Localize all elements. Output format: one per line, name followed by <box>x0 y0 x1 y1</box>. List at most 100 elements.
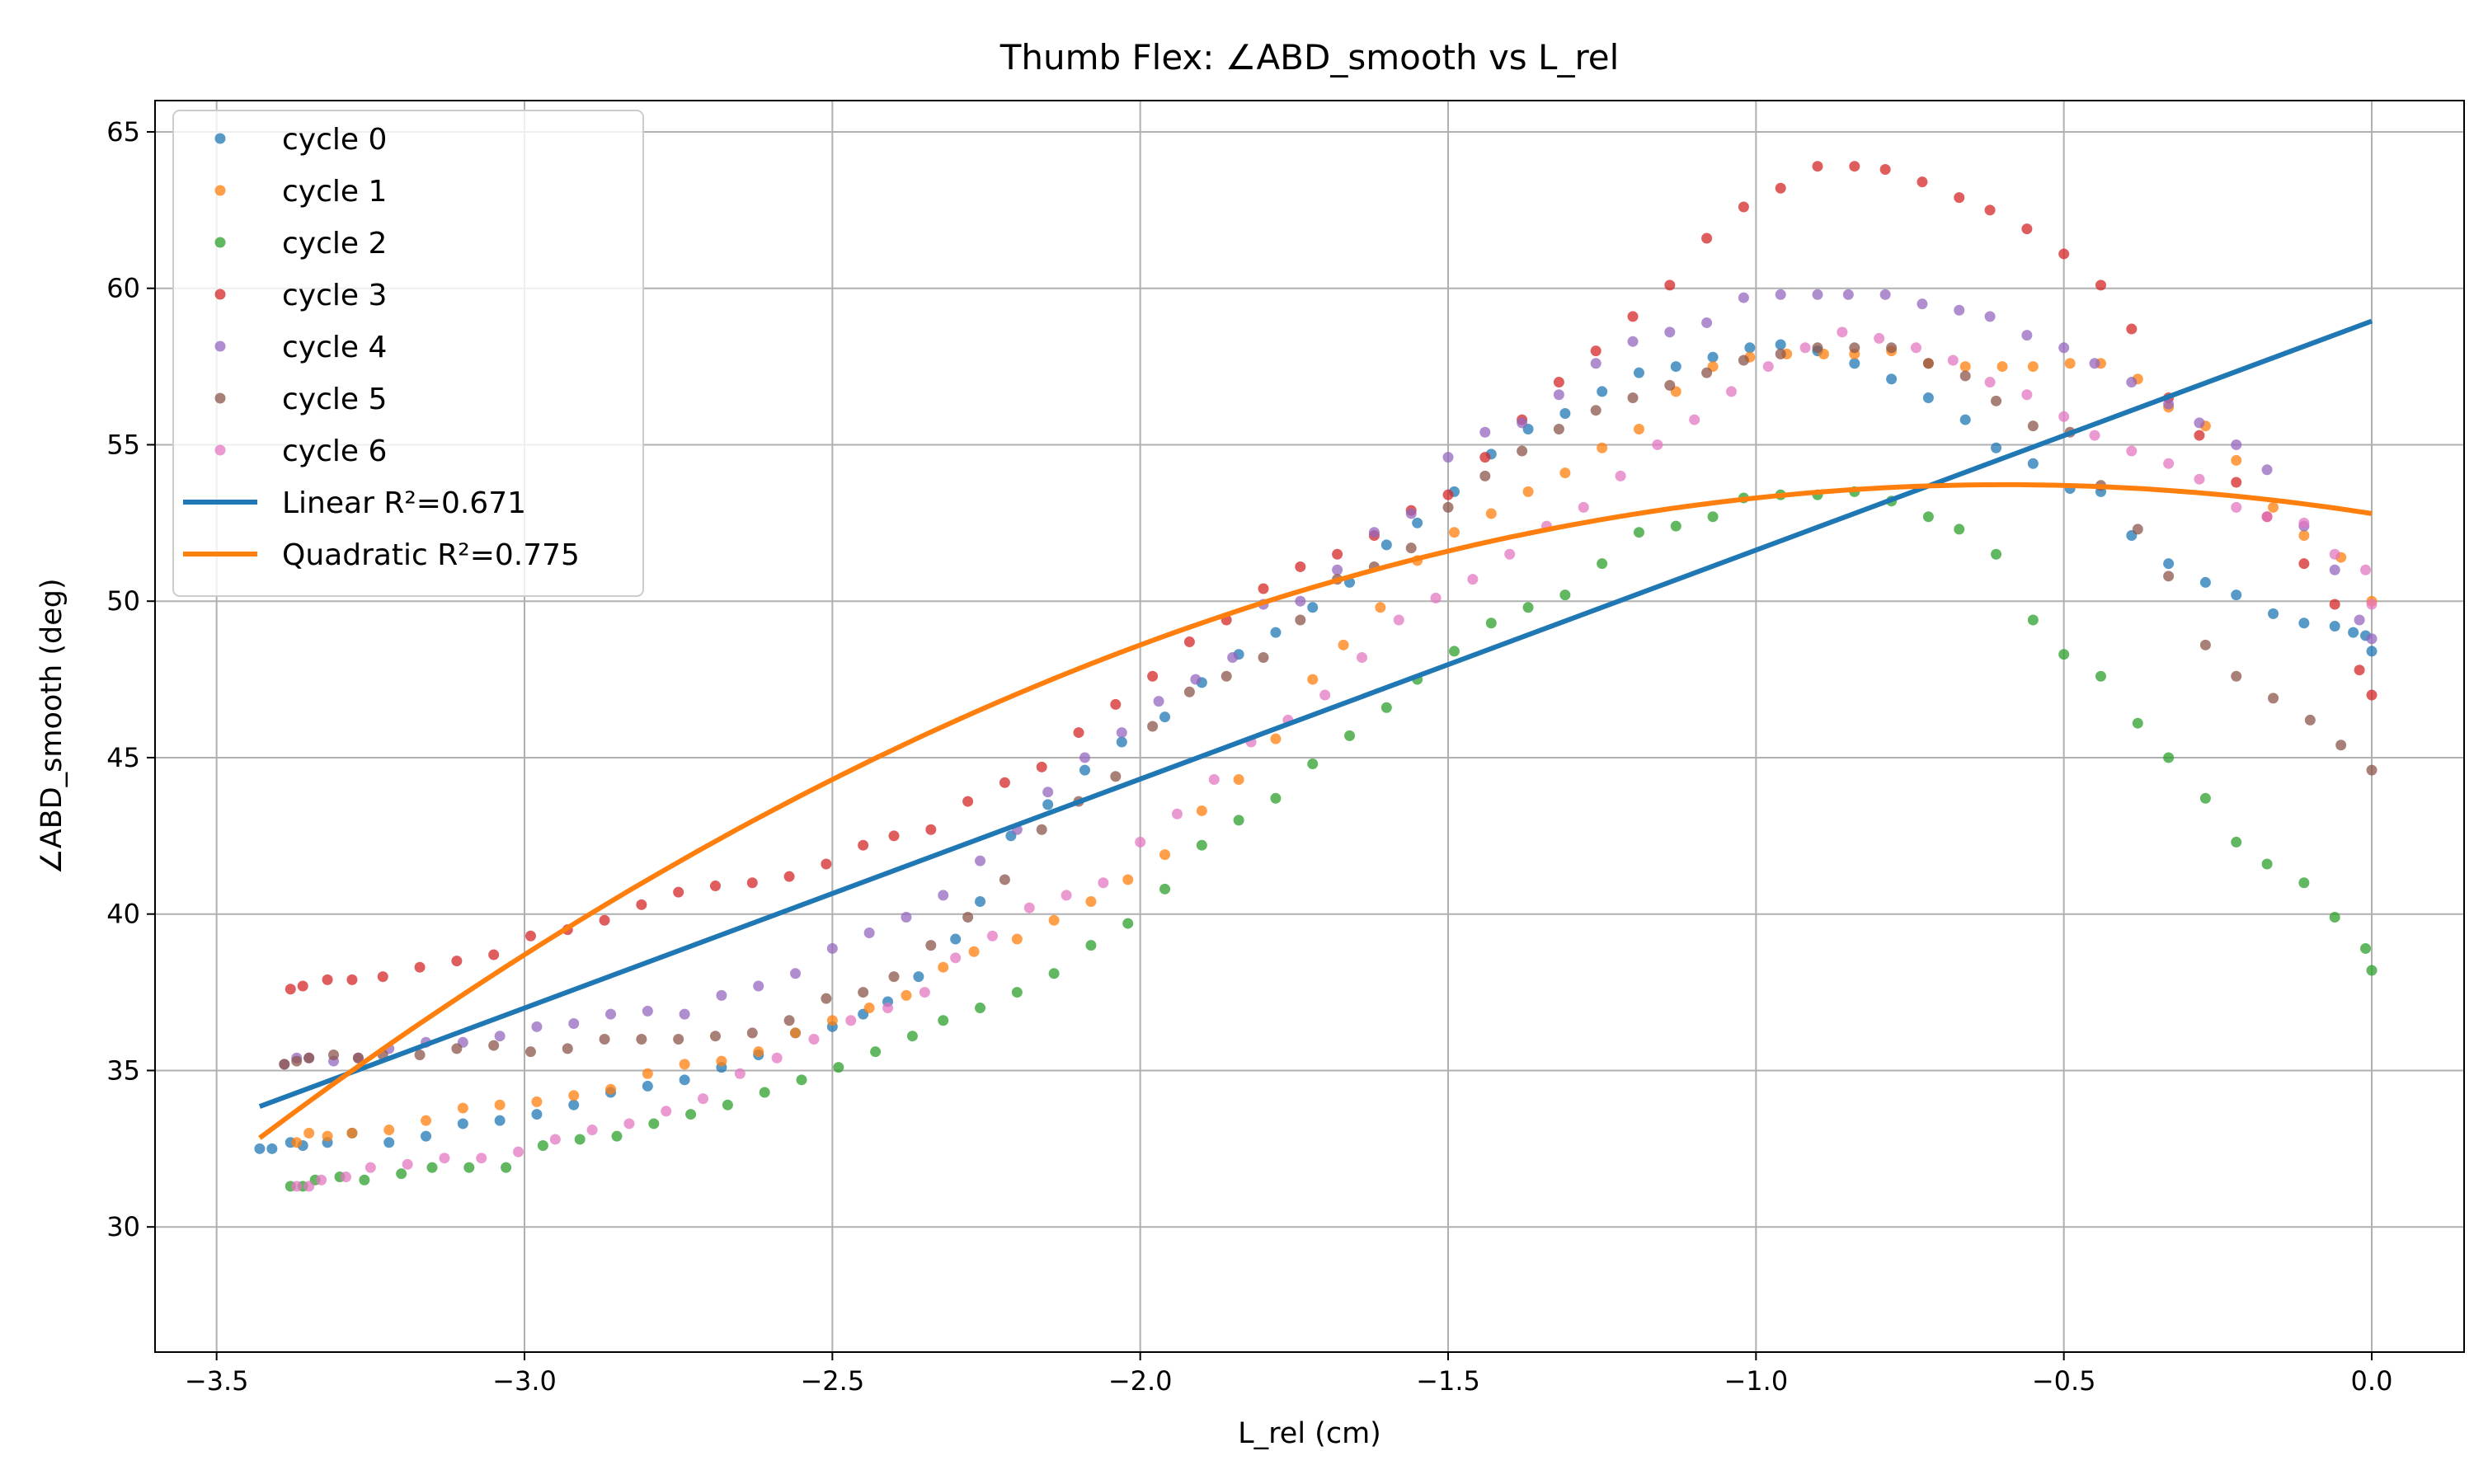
scatter-point <box>2354 665 2365 676</box>
scatter-point <box>1886 373 1898 385</box>
scatter-point <box>328 1049 340 1060</box>
scatter-point <box>1159 883 1171 895</box>
scatter-point <box>759 1087 770 1098</box>
x-tick-label: −0.5 <box>2032 1365 2096 1397</box>
scatter-point <box>1332 564 1343 575</box>
scatter-point <box>1517 417 1528 429</box>
scatter-point <box>906 1031 918 1042</box>
scatter-point <box>383 1125 395 1136</box>
scatter-point <box>568 1018 580 1030</box>
scatter-point <box>2126 377 2138 388</box>
scatter-point <box>938 1015 949 1026</box>
scatter-point <box>1664 379 1676 391</box>
chart-title: Thumb Flex: ∠ABD_smooth vs L_rel <box>999 37 1620 77</box>
x-axis-label: L_rel (cm) <box>1238 1417 1381 1450</box>
scatter-point <box>986 930 998 942</box>
scatter-point <box>925 940 937 951</box>
scatter-point <box>1812 342 1823 354</box>
legend-label: cycle 3 <box>282 279 387 312</box>
scatter-point <box>2163 571 2175 582</box>
scatter-point <box>2298 558 2310 570</box>
scatter-point <box>1479 426 1491 438</box>
scatter-point <box>1258 652 1269 664</box>
scatter-point <box>1368 527 1380 538</box>
scatter-point <box>2058 649 2070 660</box>
scatter-point <box>1559 408 1571 419</box>
scatter-point <box>2095 670 2106 682</box>
scatter-point <box>1590 358 1602 369</box>
scatter-point <box>1295 595 1306 607</box>
scatter-point <box>340 1171 351 1182</box>
scatter-point <box>938 961 949 973</box>
scatter-point <box>2027 361 2039 373</box>
scatter-point <box>2231 454 2242 466</box>
scatter-point <box>1479 470 1491 481</box>
scatter-point <box>1597 386 1608 397</box>
scatter-point <box>1812 161 1823 172</box>
scatter-point <box>1886 342 1898 354</box>
scatter-point <box>826 1015 838 1026</box>
scatter-point <box>2268 501 2279 513</box>
y-tick-label: 65 <box>106 116 140 148</box>
scatter-point <box>1879 163 1891 175</box>
legend-item-cycle-2: cycle 2 <box>214 227 387 261</box>
scatter-point <box>451 956 463 967</box>
scatter-point <box>1344 730 1356 741</box>
scatter-point <box>414 1049 426 1060</box>
scatter-point <box>1011 987 1023 998</box>
scatter-point <box>285 984 296 995</box>
scatter-point <box>919 987 930 998</box>
scatter-point <box>2064 358 2076 369</box>
scatter-point <box>716 989 727 1001</box>
scatter-point <box>531 1096 543 1107</box>
scatter-point <box>1258 583 1269 594</box>
fit-line <box>258 318 2373 1109</box>
scatter-point <box>999 777 1010 788</box>
scatter-point <box>513 1146 524 1158</box>
scatter-point <box>1984 311 1996 322</box>
scatter-point <box>2027 458 2039 469</box>
scatter-point <box>303 1127 315 1139</box>
scatter-point <box>1517 445 1528 457</box>
scatter-point <box>531 1109 543 1120</box>
legend: cycle 0 cycle 1 cycle 2 cycle 3 cycle 4 cycle… <box>172 110 644 597</box>
scatter-point <box>291 1055 303 1067</box>
scatter-point <box>863 1003 875 1014</box>
series-quadratic-r-0-775 <box>258 481 2373 1140</box>
scatter-point <box>1991 442 2002 453</box>
scatter-point <box>796 1074 807 1086</box>
scatter-point <box>1042 787 1054 798</box>
y-tick-label: 60 <box>106 273 140 304</box>
scatter-point <box>1442 489 1454 500</box>
scatter-point <box>586 1125 598 1136</box>
scatter-point <box>1991 395 2002 406</box>
legend-item-cycle-4: cycle 4 <box>214 331 387 364</box>
scatter-point <box>1775 348 1786 359</box>
scatter-point <box>1442 501 1454 513</box>
scatter-point <box>888 971 900 983</box>
scatter-point <box>1984 204 1996 216</box>
scatter-point <box>322 974 333 985</box>
scatter-point <box>1922 358 1934 369</box>
scatter-point <box>1295 561 1306 572</box>
scatter-point <box>1196 839 1207 851</box>
scatter-point <box>2021 389 2033 401</box>
scatter-point <box>568 1099 580 1111</box>
x-tick-label: −1.5 <box>1416 1365 1480 1397</box>
scatter-point <box>698 1093 709 1105</box>
scatter-point <box>1959 370 1971 382</box>
scatter-point <box>599 1034 610 1045</box>
scatter-point <box>1183 686 1195 697</box>
scatter-point <box>2329 911 2340 923</box>
scatter-point <box>2360 942 2372 954</box>
scatter-point <box>2163 752 2175 763</box>
scatter-point <box>1633 367 1644 378</box>
scatter-point <box>1917 176 1928 188</box>
scatter-point <box>2261 464 2273 476</box>
scatter-point <box>1701 317 1713 328</box>
scatter-point <box>1522 602 1534 613</box>
scatter-point <box>1627 336 1639 347</box>
scatter-point <box>346 1127 358 1139</box>
scatter-point <box>605 1083 617 1095</box>
